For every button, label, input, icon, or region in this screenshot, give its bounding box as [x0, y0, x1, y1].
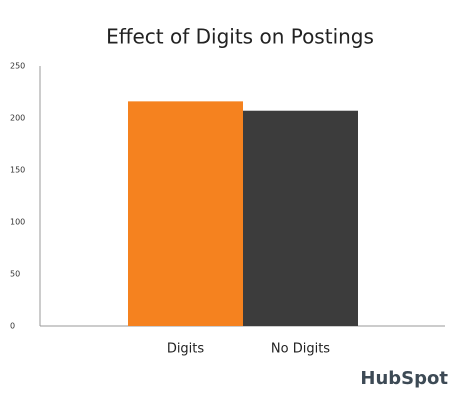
bar — [128, 101, 243, 326]
x-tick-label: Digits — [167, 342, 205, 357]
y-tick-label: 50 — [10, 270, 20, 279]
y-tick-label: 150 — [10, 166, 25, 175]
y-tick-label: 200 — [10, 114, 25, 123]
bar — [243, 110, 358, 326]
y-tick-label: 250 — [10, 62, 25, 71]
y-tick-label: 0 — [10, 322, 15, 331]
logo: HubSpot — [360, 368, 448, 389]
chart-title: Effect of Digits on Postings — [106, 25, 374, 49]
x-tick-label: No Digits — [271, 342, 330, 357]
y-tick-label: 100 — [10, 218, 25, 227]
